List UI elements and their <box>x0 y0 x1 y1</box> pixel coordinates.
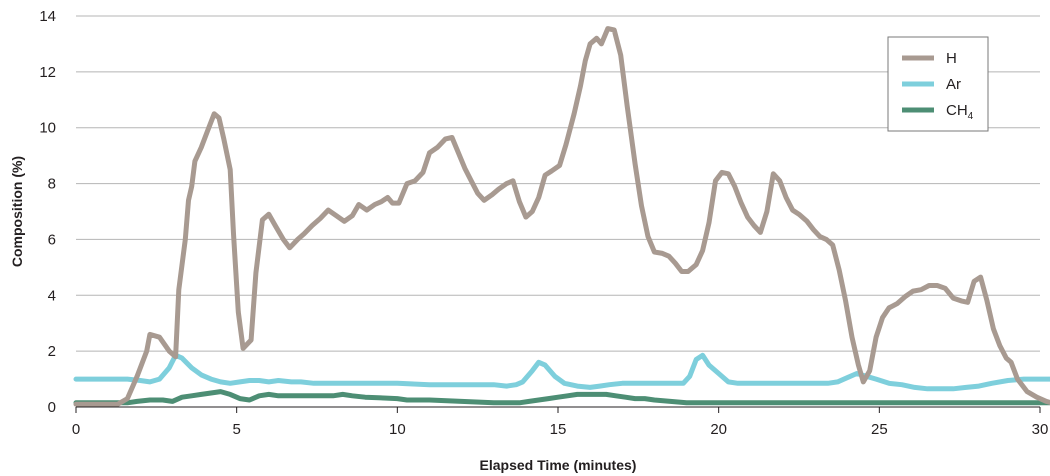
series-line-ar <box>73 352 1050 392</box>
y-tick-label: 0 <box>48 399 56 416</box>
legend-items: H Ar CH4 <box>902 50 974 122</box>
legend-label-ar: Ar <box>946 76 961 93</box>
x-tick-label: 25 <box>871 421 888 438</box>
y-tick-label: 8 <box>48 176 56 193</box>
y-tick-label: 4 <box>48 287 56 304</box>
x-tick-label: 30 <box>1032 421 1049 438</box>
x-tick-label: 20 <box>710 421 727 438</box>
y-axis-ticks: 0 2 4 6 8 10 12 14 <box>39 8 56 416</box>
x-tick-label: 0 <box>72 421 80 438</box>
series-layer <box>73 26 1050 407</box>
y-tick-label: 2 <box>48 343 56 360</box>
x-axis-ticks: 0 5 10 15 20 25 30 <box>72 407 1049 438</box>
legend-box <box>887 36 989 132</box>
y-tick-label: 14 <box>39 8 56 25</box>
x-tick-label: 10 <box>389 421 406 438</box>
y-tick-label: 12 <box>39 64 56 81</box>
x-axis-title: Elapsed Time (minutes) <box>480 457 637 473</box>
y-tick-label: 10 <box>39 120 56 137</box>
y-tick-label: 6 <box>48 231 56 248</box>
x-tick-label: 15 <box>550 421 567 438</box>
series-line-ch4 <box>73 389 1050 406</box>
y-axis-title: Composition (%) <box>9 156 25 267</box>
x-tick-label: 5 <box>232 421 240 438</box>
series-line-h <box>73 26 1050 407</box>
legend: H Ar CH4 <box>887 36 989 132</box>
legend-label-h: H <box>946 50 957 67</box>
legend-label-ch4: CH4 <box>946 102 974 122</box>
